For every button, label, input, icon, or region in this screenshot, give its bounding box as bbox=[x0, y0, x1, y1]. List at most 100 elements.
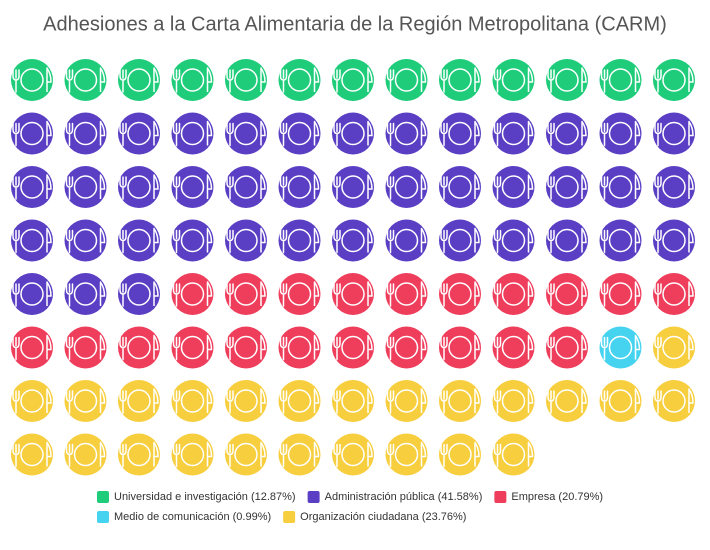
plate bbox=[394, 175, 419, 199]
fork bbox=[279, 229, 288, 254]
icon-circle bbox=[225, 166, 267, 208]
fork bbox=[12, 229, 20, 254]
knife bbox=[420, 174, 427, 199]
knife bbox=[153, 227, 159, 253]
icon-circle bbox=[171, 273, 214, 315]
icon bbox=[385, 219, 428, 262]
knife bbox=[206, 174, 213, 199]
icon-circle bbox=[492, 380, 535, 422]
plate bbox=[341, 389, 365, 413]
icon bbox=[332, 273, 374, 315]
icon-circle bbox=[171, 112, 214, 155]
plate bbox=[501, 442, 526, 467]
icon-circle bbox=[278, 433, 321, 476]
knife bbox=[688, 174, 694, 199]
icon-circle bbox=[64, 273, 107, 315]
plate bbox=[608, 121, 633, 146]
knife bbox=[99, 174, 106, 199]
knife bbox=[367, 441, 373, 467]
icon-circle bbox=[385, 59, 428, 101]
plate bbox=[73, 121, 98, 146]
fork bbox=[440, 176, 448, 200]
fork bbox=[600, 122, 609, 147]
knife bbox=[46, 281, 52, 306]
icon-circle bbox=[278, 219, 321, 262]
knife bbox=[206, 67, 213, 92]
icon bbox=[653, 326, 695, 369]
knife bbox=[367, 281, 373, 306]
plate bbox=[20, 121, 44, 146]
icon bbox=[653, 380, 695, 422]
plate bbox=[73, 282, 98, 306]
plate bbox=[234, 389, 258, 413]
icon-circle bbox=[332, 326, 374, 369]
plate bbox=[448, 68, 472, 92]
icon-circle bbox=[439, 380, 481, 422]
icon-circle bbox=[64, 219, 107, 262]
fork bbox=[600, 390, 609, 414]
icon-circle bbox=[64, 112, 107, 155]
icon bbox=[492, 112, 535, 155]
plate bbox=[73, 175, 98, 199]
fork bbox=[12, 443, 20, 468]
icon-circle bbox=[171, 433, 214, 476]
plate bbox=[662, 175, 686, 199]
icon bbox=[278, 112, 321, 155]
plate bbox=[341, 228, 365, 253]
plate bbox=[608, 282, 633, 306]
knife bbox=[206, 334, 213, 360]
icon bbox=[171, 59, 214, 101]
icon-circle bbox=[278, 380, 321, 422]
icon bbox=[278, 273, 321, 315]
fork bbox=[65, 229, 74, 254]
icon bbox=[439, 433, 481, 476]
icon-circle bbox=[439, 219, 481, 262]
fork bbox=[12, 336, 20, 361]
fork bbox=[119, 336, 127, 361]
knife bbox=[420, 281, 427, 306]
knife bbox=[581, 174, 587, 199]
knife bbox=[581, 227, 587, 253]
fork bbox=[547, 390, 555, 414]
icon-circle bbox=[332, 112, 374, 155]
fork bbox=[493, 390, 502, 414]
icon-circle bbox=[11, 59, 53, 101]
plate bbox=[287, 228, 312, 253]
knife bbox=[46, 334, 52, 360]
knife bbox=[474, 334, 480, 360]
plate bbox=[662, 335, 686, 360]
icon bbox=[64, 380, 107, 422]
plate bbox=[287, 121, 312, 146]
knife bbox=[634, 67, 641, 92]
icon bbox=[599, 380, 642, 422]
fork bbox=[65, 283, 74, 307]
plate bbox=[127, 389, 151, 413]
icon bbox=[64, 59, 107, 101]
icon bbox=[278, 380, 321, 422]
icon bbox=[599, 326, 642, 369]
plate bbox=[180, 228, 205, 253]
fork bbox=[440, 122, 448, 147]
knife bbox=[420, 441, 427, 467]
fork bbox=[333, 443, 341, 468]
plate bbox=[234, 68, 258, 92]
icon bbox=[225, 166, 267, 208]
plate bbox=[394, 335, 419, 360]
legend-swatch bbox=[97, 491, 109, 503]
fork bbox=[386, 390, 395, 414]
icon bbox=[11, 59, 53, 101]
icon bbox=[599, 273, 642, 315]
knife bbox=[153, 334, 159, 360]
plate bbox=[73, 228, 98, 253]
fork bbox=[600, 229, 609, 254]
fork bbox=[12, 69, 20, 93]
icon-circle bbox=[653, 219, 695, 262]
icon bbox=[225, 380, 267, 422]
icon bbox=[653, 166, 695, 208]
icon bbox=[492, 380, 535, 422]
icon bbox=[11, 112, 53, 155]
knife bbox=[99, 281, 106, 306]
fork bbox=[654, 283, 662, 307]
icon bbox=[599, 59, 642, 101]
legend-swatch bbox=[494, 491, 507, 503]
